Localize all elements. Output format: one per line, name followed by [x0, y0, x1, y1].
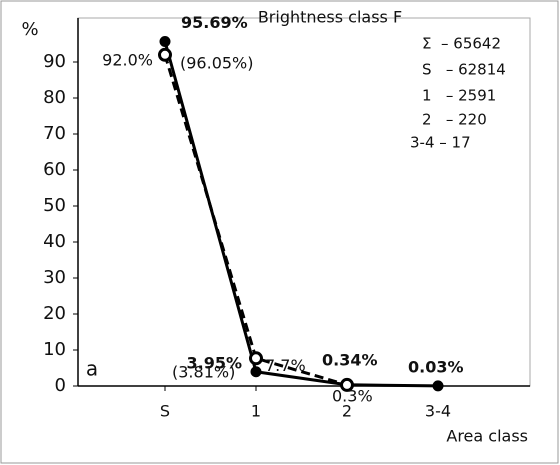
y-tick-label: 20 — [43, 303, 66, 324]
y-tick-label: 80 — [43, 87, 66, 108]
data-label: 92.0% — [102, 50, 153, 69]
stats-line: 1 – 2591 — [422, 87, 496, 105]
data-label: 0.3% — [332, 386, 373, 405]
x-tick-label: 1 — [251, 402, 261, 421]
y-tick-label: 40 — [43, 231, 66, 252]
panel-label: a — [86, 357, 98, 381]
annotation: (96.05%) — [180, 54, 254, 73]
marker — [432, 380, 444, 392]
y-tick-label: 70 — [43, 123, 66, 144]
data-label: 0.34% — [322, 350, 378, 369]
x-axis-label: Area class — [446, 427, 528, 446]
y-tick-label: 50 — [43, 195, 66, 216]
marker — [159, 36, 171, 48]
marker — [250, 366, 262, 378]
marker — [340, 377, 354, 392]
data-label: 3.95% — [186, 353, 242, 372]
y-axis-label: % — [21, 19, 38, 40]
y-tick-label: 30 — [43, 267, 66, 288]
chart-title: Brightness class F — [258, 8, 402, 27]
x-tick-label: S — [160, 402, 170, 421]
marker — [249, 351, 263, 366]
data-label: 95.69% — [181, 13, 248, 32]
series-line — [163, 54, 348, 387]
stats-line: Σ – 65642 — [422, 35, 501, 53]
y-tick-label: 10 — [43, 339, 66, 360]
annotation: (3.81%) — [172, 363, 235, 382]
stats-line: S – 62814 — [422, 61, 506, 79]
x-tick-label: 2 — [342, 402, 352, 421]
y-tick-label: 60 — [43, 159, 66, 180]
marker — [158, 47, 172, 62]
data-label: 0.03% — [408, 357, 464, 376]
stats-line: 2 – 220 — [422, 111, 487, 129]
data-label: 7.7% — [265, 356, 306, 375]
y-tick-label: 0 — [55, 375, 66, 396]
x-tick-label: 3-4 — [425, 402, 451, 421]
y-tick-label: 90 — [43, 51, 66, 72]
series-line — [163, 41, 439, 388]
stats-line: 3-4 – 17 — [410, 134, 471, 152]
